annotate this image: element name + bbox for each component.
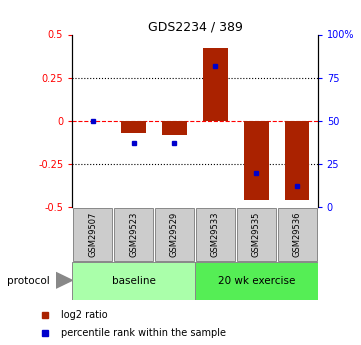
Text: GSM29507: GSM29507 bbox=[88, 212, 97, 257]
Text: GSM29533: GSM29533 bbox=[211, 212, 220, 257]
FancyBboxPatch shape bbox=[73, 208, 112, 261]
FancyBboxPatch shape bbox=[278, 208, 317, 261]
Text: GSM29529: GSM29529 bbox=[170, 212, 179, 257]
FancyBboxPatch shape bbox=[237, 208, 276, 261]
Polygon shape bbox=[56, 273, 72, 288]
FancyBboxPatch shape bbox=[72, 262, 195, 300]
Bar bbox=[285, 121, 309, 200]
Text: percentile rank within the sample: percentile rank within the sample bbox=[61, 328, 226, 338]
FancyBboxPatch shape bbox=[155, 208, 194, 261]
Text: baseline: baseline bbox=[112, 276, 156, 286]
Text: protocol: protocol bbox=[7, 276, 50, 286]
Text: GSM29536: GSM29536 bbox=[293, 212, 302, 257]
Text: GSM29535: GSM29535 bbox=[252, 212, 261, 257]
Text: GSM29523: GSM29523 bbox=[129, 212, 138, 257]
Bar bbox=[162, 121, 187, 135]
FancyBboxPatch shape bbox=[196, 208, 235, 261]
Bar bbox=[121, 121, 146, 133]
FancyBboxPatch shape bbox=[195, 262, 318, 300]
Text: log2 ratio: log2 ratio bbox=[61, 310, 108, 320]
Bar bbox=[203, 48, 228, 121]
Bar bbox=[244, 121, 269, 200]
Text: 20 wk exercise: 20 wk exercise bbox=[218, 276, 295, 286]
Title: GDS2234 / 389: GDS2234 / 389 bbox=[148, 20, 242, 33]
FancyBboxPatch shape bbox=[114, 208, 153, 261]
